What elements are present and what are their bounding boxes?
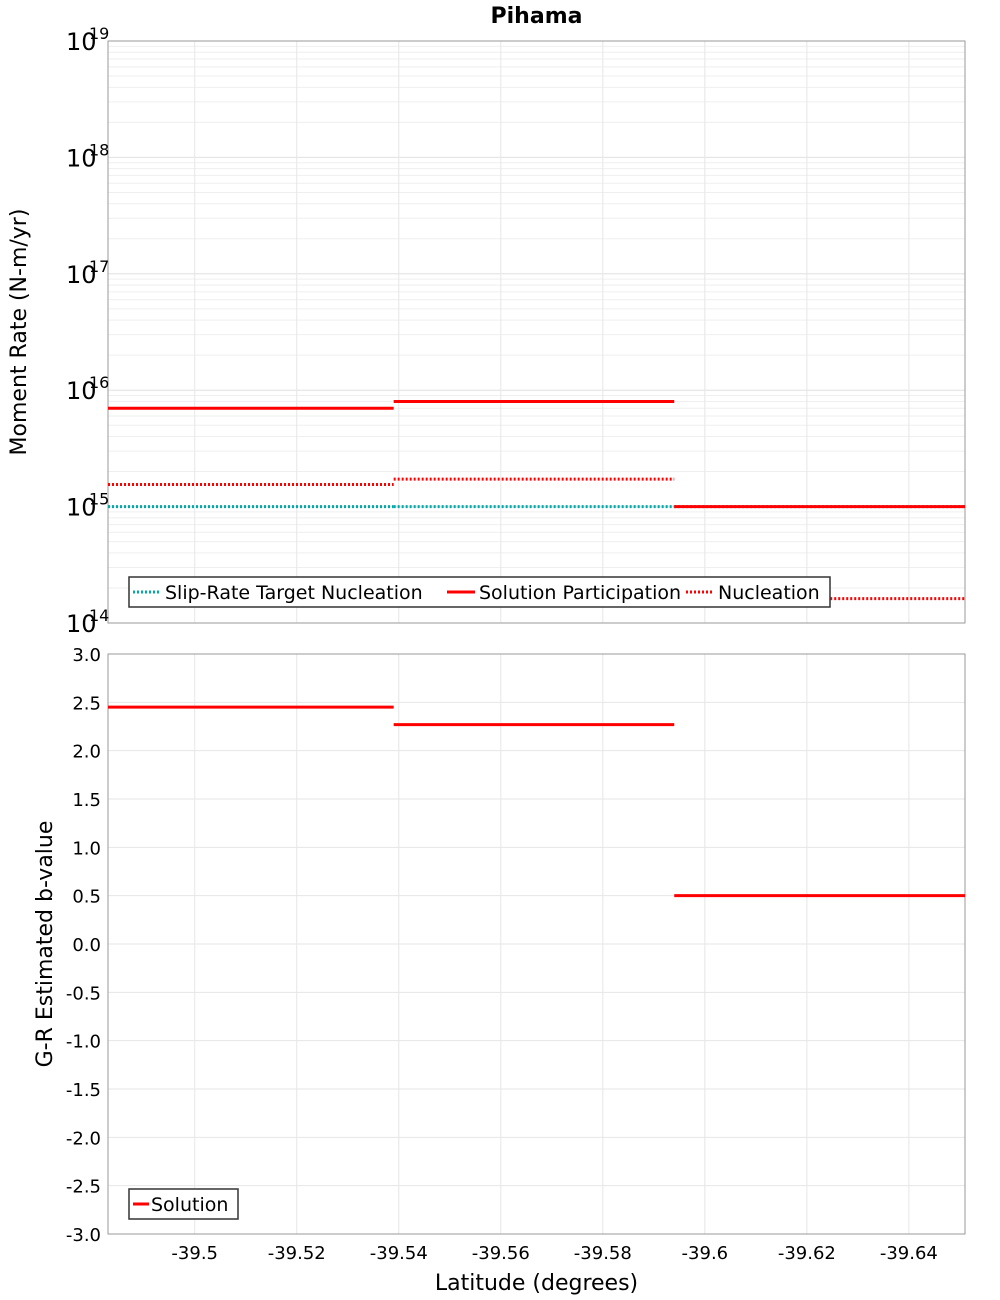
x-tick-label: -39.54 xyxy=(370,1243,428,1264)
legend-label: Solution xyxy=(151,1194,228,1216)
y-tick-label: 1.0 xyxy=(72,838,101,859)
x-tick-label: -39.6 xyxy=(682,1243,729,1264)
b-value-panel: 3.0 2.5 2.0 1.5 1.0 0.5 0.0 -0.5 -1.0 -1.5 -2.0 -2.… xyxy=(33,645,966,1296)
x-tick-label: -39.64 xyxy=(880,1243,938,1264)
y-axis-label: G-R Estimated b-value xyxy=(33,821,58,1068)
y-tick-exponent: 19 xyxy=(89,24,109,43)
y-tick-label: 2.0 xyxy=(72,742,101,763)
plot-frame xyxy=(107,653,966,1235)
y-tick-exponent: 18 xyxy=(89,140,109,159)
legend: Solution xyxy=(128,1188,239,1220)
y-tick-exponent: 17 xyxy=(89,257,109,276)
x-tick-label: -39.5 xyxy=(171,1243,218,1264)
y-tick-label: -3.0 xyxy=(66,1225,101,1246)
x-tick-label: -39.56 xyxy=(472,1243,530,1264)
y-tick-exponent: 15 xyxy=(89,490,109,509)
x-tick-label: -39.58 xyxy=(574,1243,632,1264)
plot-frame xyxy=(107,40,966,624)
legend-label: Slip-Rate Target Nucleation xyxy=(165,582,423,604)
y-tick-label: -1.5 xyxy=(66,1080,101,1101)
y-tick-label: 0.0 xyxy=(72,935,101,956)
y-tick-label: 3.0 xyxy=(72,645,101,666)
y-tick-label: -1.0 xyxy=(66,1032,101,1053)
y-tick-label: -0.5 xyxy=(66,983,101,1004)
x-axis-label: Latitude (degrees) xyxy=(435,1271,638,1296)
y-tick-label: -2.0 xyxy=(66,1128,101,1149)
y-tick-label: 2.5 xyxy=(72,693,101,714)
legend-label: Solution Participation xyxy=(479,582,681,604)
y-tick-exponent: 16 xyxy=(89,373,109,392)
y-tick-base: 10 xyxy=(66,610,97,638)
x-tick-label: -39.52 xyxy=(268,1243,326,1264)
y-axis-label: Moment Rate (N-m/yr) xyxy=(7,209,32,456)
legend-box xyxy=(128,576,831,608)
x-tick-label: -39.62 xyxy=(778,1243,836,1264)
y-tick-exponent: 14 xyxy=(89,606,109,625)
legend: Slip-Rate Target Nucleation Solution Part… xyxy=(128,576,831,608)
chart-title: Pihama xyxy=(491,4,583,29)
y-tick-base: 10 xyxy=(66,28,97,56)
y-tick-base: 10 xyxy=(66,144,97,172)
y-tick-base: 10 xyxy=(66,494,97,522)
y-tick-base: 10 xyxy=(66,377,97,405)
y-tick-label: 1.5 xyxy=(72,790,101,811)
y-tick-base: 10 xyxy=(66,261,97,289)
legend-label: Nucleation xyxy=(718,582,820,604)
y-tick-label: -2.5 xyxy=(66,1177,101,1198)
y-tick-label: 0.5 xyxy=(72,887,101,908)
